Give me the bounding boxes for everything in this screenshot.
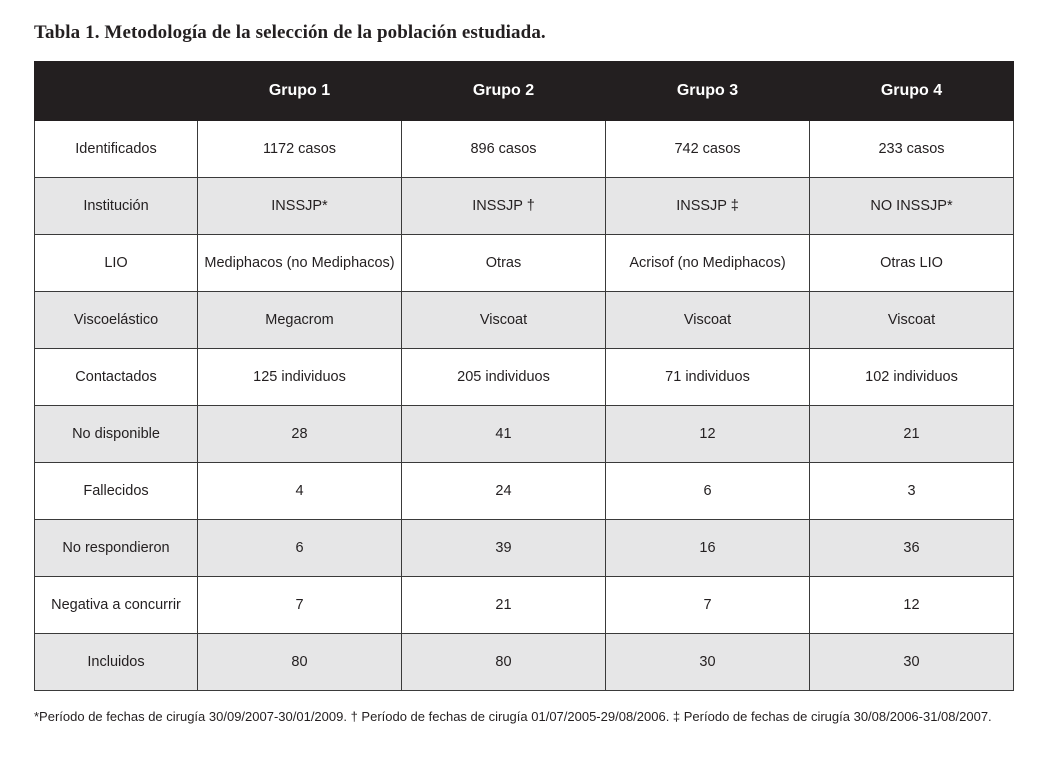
table-cell: Acrisof (no Mediphacos)	[605, 234, 810, 292]
table-cell: Otras LIO	[809, 234, 1014, 292]
table-cell: Megacrom	[197, 291, 402, 349]
table-row: Identificados 1172 casos 896 casos 742 c…	[34, 120, 1014, 178]
row-label: Viscoelástico	[34, 291, 198, 349]
column-header: Grupo 4	[809, 61, 1014, 121]
table-cell: INSSJP †	[401, 177, 606, 235]
table-cell: 80	[401, 633, 606, 691]
table-row: Incluidos 80 80 30 30	[34, 633, 1014, 691]
table-cell: Viscoat	[605, 291, 810, 349]
row-label: Negativa a concurrir	[34, 576, 198, 634]
data-table: Grupo 1 Grupo 2 Grupo 3 Grupo 4 Identifi…	[34, 61, 1014, 691]
table-cell: 16	[605, 519, 810, 577]
table-row: LIO Mediphacos (no Mediphacos) Otras Acr…	[34, 234, 1014, 292]
row-label: Contactados	[34, 348, 198, 406]
table-cell: 205 individuos	[401, 348, 606, 406]
table-cell: 39	[401, 519, 606, 577]
table-row: Fallecidos 4 24 6 3	[34, 462, 1014, 520]
table-cell: 30	[809, 633, 1014, 691]
table-cell: 742 casos	[605, 120, 810, 178]
table-row: No disponible 28 41 12 21	[34, 405, 1014, 463]
table-row: Negativa a concurrir 7 21 7 12	[34, 576, 1014, 634]
row-label: Incluidos	[34, 633, 198, 691]
table-cell: 7	[197, 576, 402, 634]
row-label: Institución	[34, 177, 198, 235]
row-label: LIO	[34, 234, 198, 292]
table-cell: 896 casos	[401, 120, 606, 178]
table-cell: 71 individuos	[605, 348, 810, 406]
table-cell: 125 individuos	[197, 348, 402, 406]
header-row: Grupo 1 Grupo 2 Grupo 3 Grupo 4	[34, 61, 1014, 121]
column-header: Grupo 3	[605, 61, 810, 121]
table-cell: 80	[197, 633, 402, 691]
table-cell: INSSJP*	[197, 177, 402, 235]
table-title: Tabla 1. Metodología de la selección de …	[34, 22, 546, 43]
table-cell: 7	[605, 576, 810, 634]
table-cell: 3	[809, 462, 1014, 520]
header-corner-cell	[34, 61, 198, 121]
table-cell: 12	[605, 405, 810, 463]
row-label: No respondieron	[34, 519, 198, 577]
table-cell: 28	[197, 405, 402, 463]
table-row: Institución INSSJP* INSSJP † INSSJP ‡ NO…	[34, 177, 1014, 235]
table-cell: 1172 casos	[197, 120, 402, 178]
row-label: Identificados	[34, 120, 198, 178]
table-row: Contactados 125 individuos 205 individuo…	[34, 348, 1014, 406]
table-cell: 41	[401, 405, 606, 463]
table-cell: 6	[197, 519, 402, 577]
table-row: No respondieron 6 39 16 36	[34, 519, 1014, 577]
row-label: No disponible	[34, 405, 198, 463]
row-label: Fallecidos	[34, 462, 198, 520]
table-cell: Mediphacos (no Mediphacos)	[197, 234, 402, 292]
table-row: Viscoelástico Megacrom Viscoat Viscoat V…	[34, 291, 1014, 349]
table-cell: INSSJP ‡	[605, 177, 810, 235]
table-cell: 102 individuos	[809, 348, 1014, 406]
table-cell: 36	[809, 519, 1014, 577]
table-cell: 24	[401, 462, 606, 520]
table-cell: 21	[809, 405, 1014, 463]
column-header: Grupo 2	[401, 61, 606, 121]
table-cell: 21	[401, 576, 606, 634]
column-header: Grupo 1	[197, 61, 402, 121]
table-cell: Viscoat	[809, 291, 1014, 349]
table-cell: 12	[809, 576, 1014, 634]
table-cell: Viscoat	[401, 291, 606, 349]
table-cell: Otras	[401, 234, 606, 292]
table-cell: 233 casos	[809, 120, 1014, 178]
table-cell: NO INSSJP*	[809, 177, 1014, 235]
table-cell: 30	[605, 633, 810, 691]
table-footnote: *Período de fechas de cirugía 30/09/2007…	[34, 709, 992, 724]
table-cell: 4	[197, 462, 402, 520]
table-cell: 6	[605, 462, 810, 520]
